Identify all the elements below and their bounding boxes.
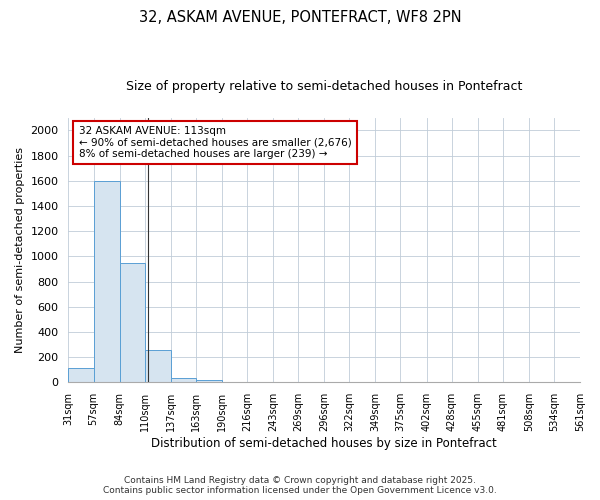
Bar	[68, 368, 94, 382]
Bar	[119, 262, 145, 382]
Bar	[171, 378, 196, 382]
Bar	[145, 350, 171, 382]
Text: 32, ASKAM AVENUE, PONTEFRACT, WF8 2PN: 32, ASKAM AVENUE, PONTEFRACT, WF8 2PN	[139, 10, 461, 25]
Y-axis label: Number of semi-detached properties: Number of semi-detached properties	[15, 147, 25, 353]
X-axis label: Distribution of semi-detached houses by size in Pontefract: Distribution of semi-detached houses by …	[151, 437, 497, 450]
Title: Size of property relative to semi-detached houses in Pontefract: Size of property relative to semi-detach…	[126, 80, 523, 93]
Text: 32 ASKAM AVENUE: 113sqm
← 90% of semi-detached houses are smaller (2,676)
8% of : 32 ASKAM AVENUE: 113sqm ← 90% of semi-de…	[79, 126, 352, 159]
Bar	[94, 181, 119, 382]
Text: Contains HM Land Registry data © Crown copyright and database right 2025.
Contai: Contains HM Land Registry data © Crown c…	[103, 476, 497, 495]
Bar	[196, 380, 222, 382]
